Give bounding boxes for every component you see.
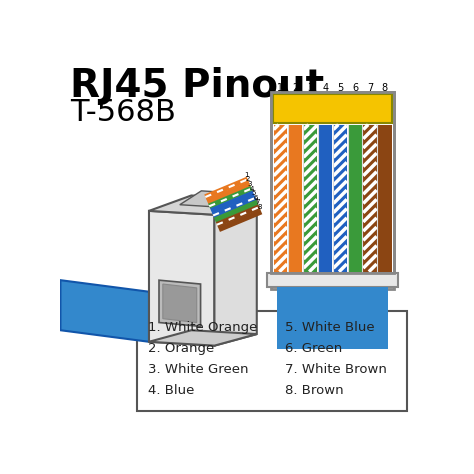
Bar xyxy=(348,125,362,272)
Bar xyxy=(289,125,302,272)
Text: 2. Orange: 2. Orange xyxy=(148,342,214,355)
Text: 2: 2 xyxy=(292,82,299,93)
Bar xyxy=(303,125,317,272)
Text: 2: 2 xyxy=(246,176,250,182)
Text: 1: 1 xyxy=(277,82,283,93)
Text: 3. White Green: 3. White Green xyxy=(148,363,249,376)
Text: 7: 7 xyxy=(255,200,260,205)
Text: T-568B: T-568B xyxy=(70,98,175,127)
Polygon shape xyxy=(214,200,257,346)
Bar xyxy=(273,125,287,272)
Bar xyxy=(273,123,392,273)
Bar xyxy=(272,92,394,289)
Bar xyxy=(378,125,392,272)
Text: 8. Brown: 8. Brown xyxy=(285,384,344,397)
Polygon shape xyxy=(149,195,257,215)
Text: 6: 6 xyxy=(254,195,258,201)
Bar xyxy=(137,311,407,411)
Text: 6. Green: 6. Green xyxy=(285,342,343,355)
Polygon shape xyxy=(149,211,214,346)
Text: 5: 5 xyxy=(252,190,256,196)
Text: 4. Blue: 4. Blue xyxy=(148,384,195,397)
Polygon shape xyxy=(149,330,257,346)
Polygon shape xyxy=(61,280,149,342)
Bar xyxy=(319,125,332,272)
Bar xyxy=(333,125,347,272)
Bar xyxy=(267,273,399,287)
Text: 6: 6 xyxy=(352,82,358,93)
Text: 4: 4 xyxy=(322,82,328,93)
Text: 8: 8 xyxy=(257,204,262,210)
Text: 8: 8 xyxy=(382,82,388,93)
Polygon shape xyxy=(163,284,197,322)
Text: 7: 7 xyxy=(367,82,373,93)
Bar xyxy=(277,287,389,349)
Text: 4: 4 xyxy=(250,185,254,191)
Bar xyxy=(272,92,394,273)
Polygon shape xyxy=(180,191,251,208)
Bar xyxy=(273,94,392,123)
Polygon shape xyxy=(159,280,201,327)
Bar xyxy=(363,125,377,272)
Bar xyxy=(273,94,392,123)
Text: 7. White Brown: 7. White Brown xyxy=(285,363,387,376)
Text: 3: 3 xyxy=(307,82,313,93)
Text: 1. White Orange: 1. White Orange xyxy=(148,321,257,335)
Text: 5: 5 xyxy=(337,82,343,93)
Text: 5. White Blue: 5. White Blue xyxy=(285,321,375,335)
Text: 3: 3 xyxy=(248,181,252,187)
Text: RJ45 Pinout: RJ45 Pinout xyxy=(70,67,324,105)
Text: 1: 1 xyxy=(244,172,248,178)
